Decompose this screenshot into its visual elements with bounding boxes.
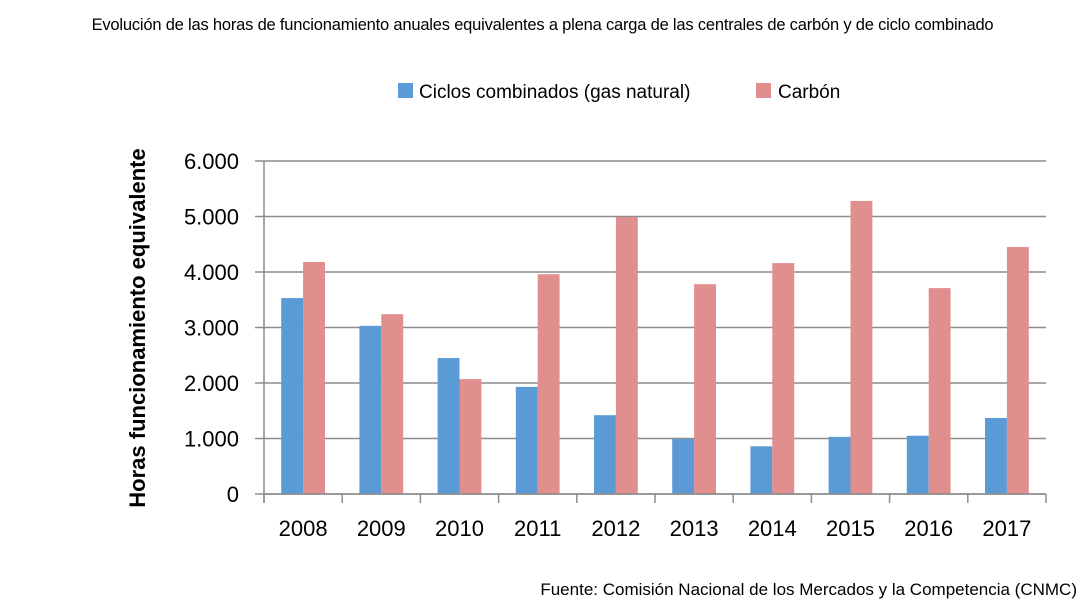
bar-carbon-2008 — [303, 262, 325, 494]
chart-title: Evolución de las horas de funcionamiento… — [91, 16, 994, 34]
x-tick-label: 2015 — [826, 516, 875, 541]
legend-label-carbon: Carbón — [778, 82, 840, 103]
bars — [281, 200, 1029, 494]
legend-label-gas: Ciclos combinados (gas natural) — [419, 82, 690, 103]
x-tick-label: 2012 — [591, 516, 640, 541]
bar-gas-2010 — [437, 358, 460, 494]
x-tick-label: 2016 — [904, 516, 953, 541]
legend-swatch-carbon — [756, 83, 771, 98]
bar-gas-2011 — [515, 386, 538, 494]
y-tick-label: 5.000 — [184, 205, 239, 230]
x-tick-label: 2011 — [514, 516, 561, 541]
y-axis-label: Horas funcionamiento equivalente — [125, 148, 150, 507]
bar-carbon-2017 — [1006, 247, 1029, 494]
bar-carbon-2012 — [615, 217, 638, 494]
x-tick-label: 2014 — [748, 516, 797, 541]
x-tick-label: 2013 — [670, 516, 719, 541]
x-tick-label: 2009 — [357, 516, 406, 541]
y-tick-label: 4.000 — [184, 260, 239, 285]
bar-gas-2015 — [828, 436, 851, 494]
bar-carbon-2015 — [850, 200, 873, 494]
bar-carbon-2010 — [459, 379, 482, 494]
bar-gas-2017 — [985, 417, 1007, 494]
x-axis-ticks: 2008 2009 2010 2011 2012 2013 2014 2015 2016 2017 — [263, 494, 1047, 541]
bar-carbon-2014 — [772, 263, 795, 494]
x-tick-label: 2008 — [279, 516, 328, 541]
y-tick-label: 6.000 — [184, 149, 239, 174]
y-tick-label: 0 — [227, 482, 239, 507]
bar-carbon-2009 — [381, 314, 404, 494]
bar-carbon-2013 — [694, 284, 716, 494]
bar-carbon-2011 — [537, 274, 560, 494]
bar-gas-2013 — [672, 439, 695, 494]
bar-gas-2016 — [906, 435, 929, 494]
y-axis-ticks: 0 1.000 2.000 3.000 4.000 5.000 6.000 — [184, 149, 239, 507]
bar-gas-2014 — [750, 446, 773, 494]
bar-gas-2008 — [281, 298, 304, 494]
legend-swatch-gas — [398, 83, 413, 98]
y-tick-label: 2.000 — [184, 371, 239, 396]
bar-carbon-2016 — [928, 288, 951, 494]
y-tick-label: 1.000 — [184, 427, 239, 452]
bar-gas-2009 — [359, 325, 382, 494]
legend: Ciclos combinados (gas natural) Carbón — [398, 82, 840, 103]
x-tick-label: 2017 — [982, 516, 1031, 541]
x-tick-label: 2010 — [435, 516, 484, 541]
bar-gas-2012 — [594, 415, 616, 494]
source-note: Fuente: Comisión Nacional de los Mercado… — [540, 580, 1077, 599]
y-tick-label: 3.000 — [184, 316, 239, 341]
